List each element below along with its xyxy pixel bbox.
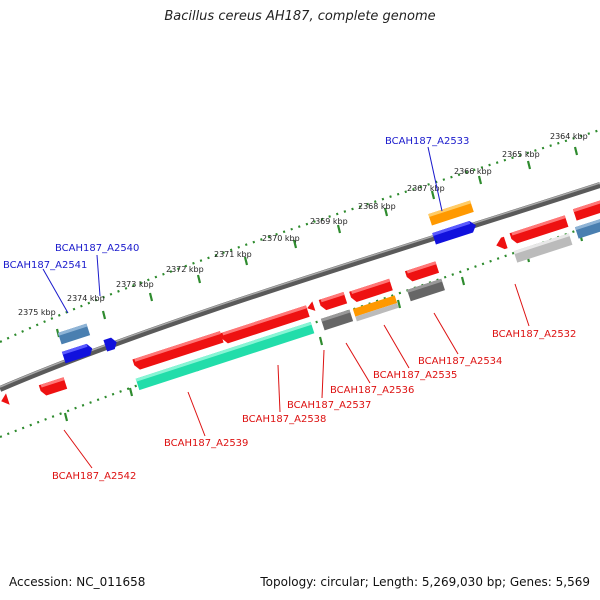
gene-red-edge-left[interactable] <box>0 393 10 407</box>
gene-label-a2533[interactable]: BCAH187_A2533 <box>385 136 469 147</box>
gene-label-a2535[interactable]: BCAH187_A2535 <box>373 370 457 381</box>
gene-gray-a2537[interactable] <box>320 309 354 331</box>
leader-a2541 <box>42 268 69 314</box>
gene-label-a2538[interactable]: BCAH187_A2538 <box>242 414 326 425</box>
gene-red-a2534[interactable] <box>404 261 440 282</box>
scale-label: 2371 kbp <box>214 250 252 259</box>
map-title: Bacillus cereus AH187, complete genome <box>164 9 436 24</box>
gene-labels: BCAH187_A2533 BCAH187_A2540 BCAH187_A254… <box>3 136 576 482</box>
scale-label: 2366 kbp <box>454 167 492 176</box>
gene-red-tiny[interactable] <box>306 301 316 313</box>
gene-label-a2534[interactable]: BCAH187_A2534 <box>418 356 502 367</box>
upper-scale-track <box>0 128 600 343</box>
upper-scale-ticks <box>55 146 579 338</box>
label-leaders <box>42 146 530 469</box>
leader-a2532 <box>514 283 530 327</box>
genome-summary-text: Topology: circular; Length: 5,269,030 bp… <box>260 575 590 589</box>
gene-red-a2535[interactable] <box>349 278 393 303</box>
gene-blue-small[interactable] <box>103 336 118 352</box>
leader-a2534 <box>433 312 459 355</box>
gene-green-a2539[interactable] <box>135 321 315 391</box>
gene-label-a2542[interactable]: BCAH187_A2542 <box>52 471 136 482</box>
scale-labels: 2364 kbp 2365 kbp 2366 kbp 2367 kbp 2368… <box>18 132 588 317</box>
gene-label-a2532[interactable]: BCAH187_A2532 <box>492 329 576 340</box>
lower-scale-dots <box>0 220 600 439</box>
gene-label-a2537[interactable]: BCAH187_A2537 <box>287 400 371 411</box>
backbone <box>0 182 600 392</box>
gene-orange-a2536[interactable] <box>352 295 399 322</box>
gene-label-a2541[interactable]: BCAH187_A2541 <box>3 260 87 271</box>
leader-a2536 <box>345 342 371 384</box>
scale-label: 2364 kbp <box>550 132 588 141</box>
scale-label: 2369 kbp <box>310 217 348 226</box>
scale-label: 2368 kbp <box>358 202 396 211</box>
gene-red-a2532[interactable] <box>509 215 569 244</box>
scale-label: 2365 kbp <box>502 150 540 159</box>
gene-label-a2540[interactable]: BCAH187_A2540 <box>55 243 139 254</box>
genes-plus-strand <box>0 199 600 407</box>
gene-blue-a2533[interactable] <box>432 219 478 245</box>
leader-a2542 <box>63 429 93 469</box>
leader-a2538 <box>277 364 281 413</box>
scale-label: 2375 kbp <box>18 308 56 317</box>
leader-a2533 <box>427 146 443 212</box>
scale-label: 2374 kbp <box>67 294 105 303</box>
accession-text: Accession: NC_011658 <box>9 575 146 589</box>
gene-orange[interactable] <box>428 200 474 226</box>
leader-a2539 <box>187 391 206 437</box>
gene-red-small-right[interactable] <box>494 236 508 252</box>
scale-label: 2372 kbp <box>166 265 204 274</box>
leader-a2537 <box>321 349 325 399</box>
scale-label: 2367 kbp <box>407 184 445 193</box>
gene-label-a2536[interactable]: BCAH187_A2536 <box>330 385 414 396</box>
gene-blue-a2541[interactable] <box>61 343 94 364</box>
gene-red-a2538[interactable] <box>220 305 310 344</box>
scale-label: 2373 kbp <box>116 280 154 289</box>
leader-a2540 <box>96 254 101 297</box>
leader-a2535 <box>383 324 410 369</box>
gene-steelblue-right[interactable] <box>574 217 600 239</box>
gene-red-a2542[interactable] <box>38 377 68 396</box>
gene-red-a2537[interactable] <box>318 291 348 311</box>
gene-red-a2539[interactable] <box>132 331 224 371</box>
gene-steelblue-a2541[interactable] <box>57 323 91 345</box>
lower-scale-ticks <box>63 232 584 422</box>
scale-label: 2370 kbp <box>262 234 300 243</box>
gene-gray-a2534[interactable] <box>407 278 445 302</box>
gene-lightgray-a2532[interactable] <box>513 233 573 263</box>
gene-red-far-right[interactable] <box>572 199 600 221</box>
gene-label-a2539[interactable]: BCAH187_A2539 <box>164 438 248 449</box>
